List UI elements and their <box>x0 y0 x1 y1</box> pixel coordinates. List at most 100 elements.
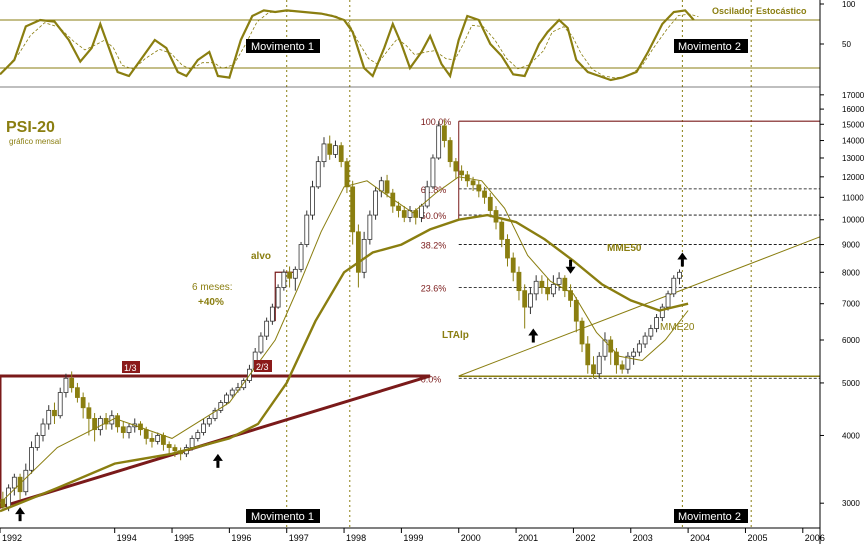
candle-body-75 <box>430 157 436 188</box>
candle-body-40 <box>229 389 235 396</box>
movimento-2-bottom-label: Movimento 2 <box>674 509 748 523</box>
candle-body-61 <box>350 186 356 233</box>
candle-body-14 <box>80 397 86 409</box>
candle-body-25 <box>143 429 149 439</box>
svg-text:2/3: 2/3 <box>256 362 269 372</box>
mme20-line <box>0 176 689 504</box>
candle-body-59 <box>338 145 344 163</box>
candle-body-60 <box>344 161 350 188</box>
x-tick-label-2006: 2006 <box>805 533 825 543</box>
fib-label-5: 0.0% <box>421 374 442 384</box>
candle-body-26 <box>149 438 155 442</box>
candle-body-83 <box>476 184 482 192</box>
fib-label-3: 38.2% <box>421 241 447 251</box>
arrow-up-0 <box>15 507 26 522</box>
y-tick-label-3000: 3000 <box>842 499 860 508</box>
candle-body-69 <box>396 205 401 211</box>
arrow-shaft <box>680 259 684 267</box>
candle-body-21 <box>120 426 126 433</box>
candle-body-47 <box>269 306 275 322</box>
candle-body-11 <box>63 377 69 393</box>
svg-text:Movimento 2: Movimento 2 <box>678 41 741 53</box>
candle-body-34 <box>195 432 201 439</box>
candle-body-10 <box>57 392 63 417</box>
fib-label-1: 61.8% <box>421 185 447 195</box>
y-tick-label-10000: 10000 <box>842 216 864 225</box>
y-tick-label-8000: 8000 <box>842 268 860 277</box>
arrow-head <box>528 328 539 336</box>
candle-body-46 <box>264 320 270 337</box>
svg-text:1/3: 1/3 <box>124 363 137 373</box>
candle-body-58 <box>333 145 338 155</box>
candle-body-1 <box>6 487 12 508</box>
arrow-head <box>565 266 576 274</box>
candle-body-2 <box>11 476 17 489</box>
candle-body-22 <box>126 426 132 433</box>
candle-body-20 <box>115 415 120 428</box>
candle-body-27 <box>155 435 161 442</box>
movimento-1-bottom-label: Movimento 1 <box>246 509 320 523</box>
arrow-up-3 <box>677 252 688 267</box>
candle-body-100 <box>573 299 579 322</box>
chart-subtitle: gráfico mensal <box>9 137 61 146</box>
candle-body-79 <box>453 161 459 172</box>
candle-body-57 <box>327 143 333 155</box>
candle-body-88 <box>505 238 510 259</box>
candle-body-92 <box>528 293 533 308</box>
candle-body-36 <box>206 418 212 425</box>
y-tick-label-12000: 12000 <box>842 173 864 182</box>
candle-body-98 <box>562 277 568 292</box>
candle-body-108 <box>619 364 625 370</box>
annotation-six-months: 6 meses: <box>192 282 233 293</box>
y-tick-label-9000: 9000 <box>842 241 860 250</box>
candle-body-5 <box>29 447 34 471</box>
candle-body-3 <box>17 476 23 493</box>
movimento-2-top-label: Movimento 2 <box>674 39 748 53</box>
arrow-head <box>15 507 26 515</box>
candle-body-9 <box>52 409 57 417</box>
candle-body-117 <box>671 277 677 295</box>
candle-body-62 <box>355 231 361 273</box>
y-tick-label-17000: 17000 <box>842 91 864 100</box>
fib-label-2: 50.0% <box>421 211 447 221</box>
y-tick-label-6000: 6000 <box>842 336 860 345</box>
arrow-up-1 <box>212 453 223 468</box>
candle-body-7 <box>40 423 46 436</box>
candle-body-17 <box>97 418 103 431</box>
candle-body-74 <box>424 186 430 207</box>
candle-body-84 <box>482 190 487 198</box>
candle-body-0 <box>0 498 6 508</box>
arrow-shaft <box>216 460 220 468</box>
candle-body-70 <box>401 210 407 218</box>
x-tick-label-1994: 1994 <box>117 533 137 543</box>
annotation-mme20: MME20 <box>660 322 695 333</box>
candle-body-54 <box>310 186 315 216</box>
annotation-mme50: MME50 <box>607 243 642 254</box>
arrow-up-2 <box>528 328 539 343</box>
x-tick-label-2003: 2003 <box>633 533 653 543</box>
y-tick-label-14000: 14000 <box>842 137 864 146</box>
x-tick-label-2001: 2001 <box>518 533 538 543</box>
candle-body-33 <box>189 438 195 448</box>
y-tick-label-16000: 16000 <box>842 105 864 114</box>
candle-body-53 <box>304 214 310 245</box>
arrow-shaft <box>569 259 573 267</box>
x-tick-label-2005: 2005 <box>747 533 767 543</box>
candle-body-29 <box>166 444 172 448</box>
candle-body-109 <box>625 355 631 370</box>
x-tick-label-1992: 1992 <box>2 533 22 543</box>
candle-body-113 <box>648 328 654 337</box>
candle-body-63 <box>361 238 367 273</box>
candle-body-64 <box>367 214 373 240</box>
grid: 100.0% 61.8% 50.0% 38.2% 23.6% 0.0% <box>286 0 820 528</box>
x-tick-label-2000: 2000 <box>461 533 481 543</box>
chart-title: PSI-20 <box>6 119 55 136</box>
x-tick-label-1997: 1997 <box>289 533 309 543</box>
x-tick-label-1996: 1996 <box>231 533 251 543</box>
mme50-line <box>0 213 689 513</box>
x-tick-label-1999: 1999 <box>403 533 423 543</box>
y-tick-label-13000: 13000 <box>842 154 864 163</box>
candle-body-106 <box>608 339 614 353</box>
